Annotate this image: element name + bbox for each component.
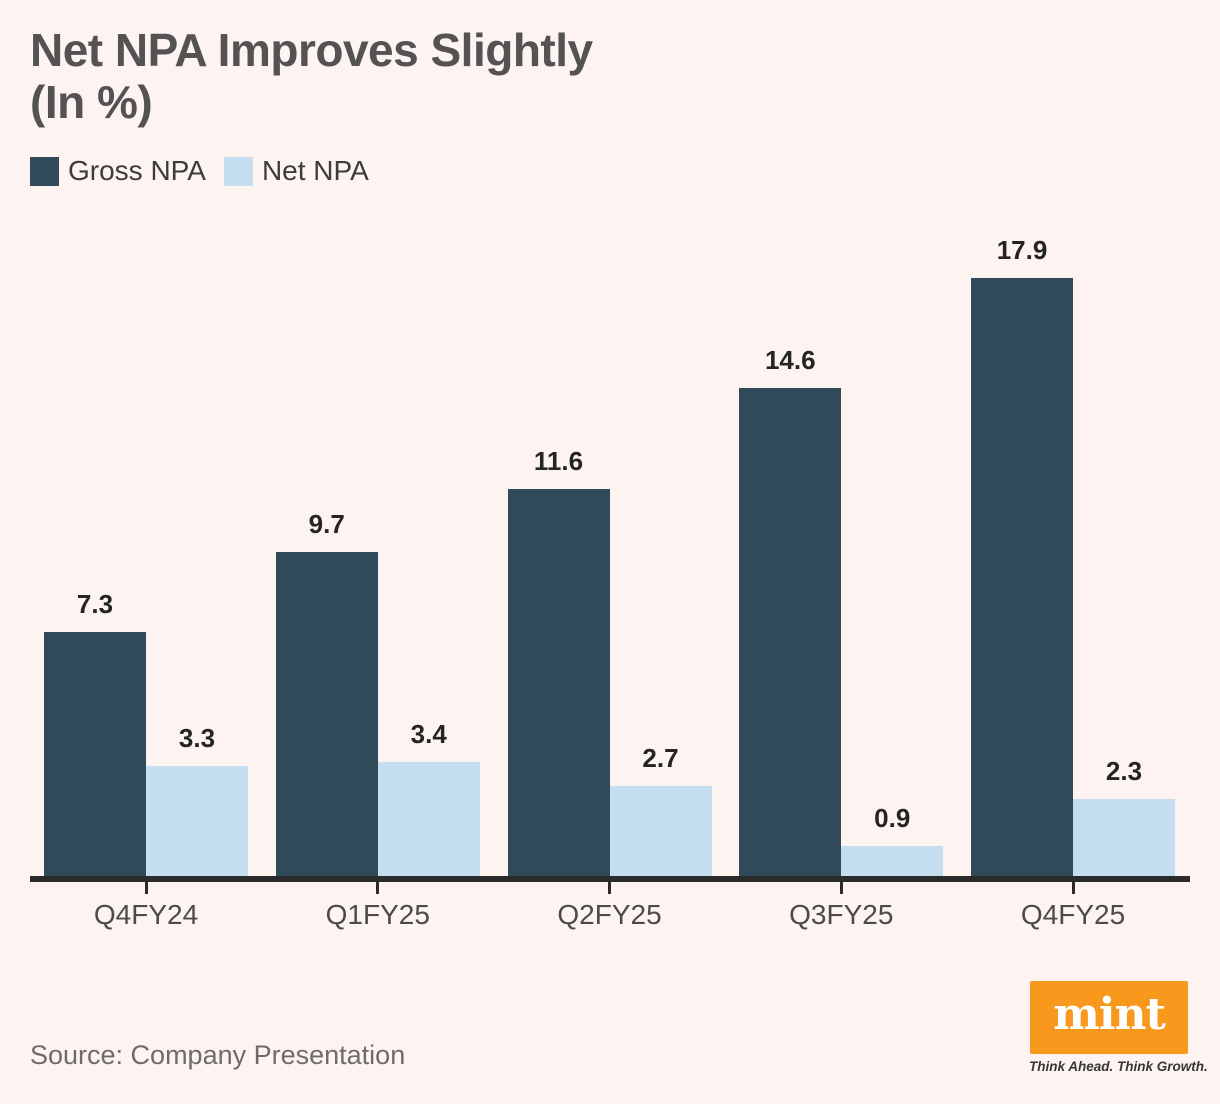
bar-value-label: 9.7: [308, 509, 345, 539]
bar-value-label: 17.9: [996, 235, 1048, 265]
x-axis-label: Q1FY25: [325, 899, 430, 930]
axis-tick: [839, 882, 843, 894]
gross-npa-bar: [44, 632, 146, 876]
net-npa-bar: [377, 762, 480, 876]
mint-logo: mint: [1030, 981, 1188, 1054]
net-npa-bar: [146, 766, 248, 876]
bar-column: 7.3: [44, 589, 146, 876]
bar-column: 3.3: [146, 723, 248, 876]
axis-tick: [608, 882, 611, 894]
bar-column: 17.9: [971, 235, 1073, 876]
axis-tick: [144, 882, 148, 894]
legend-label: Net NPA: [261, 155, 369, 186]
net-npa-swatch: [223, 156, 253, 186]
x-axis-line: [30, 876, 1190, 882]
bar-column: 14.6: [739, 345, 842, 876]
bar-group: 9.7 3.4: [275, 509, 480, 876]
x-axis-group: Q1FY25: [276, 882, 480, 931]
bar-group: 14.6 0.9: [739, 345, 944, 876]
legend-item-gross-npa: Gross NPA: [30, 155, 206, 187]
x-axis-label: Q3FY25: [789, 899, 894, 930]
legend: Gross NPA Net NPA: [30, 155, 369, 187]
axis-tick: [376, 882, 380, 894]
x-axis-group: Q2FY25: [508, 882, 712, 931]
bar-value-label: 14.6: [764, 345, 816, 375]
gross-npa-bar: [971, 278, 1073, 876]
source-text: Source: Company Presentation: [30, 1040, 406, 1070]
mint-logo-text: mint: [1053, 989, 1166, 1040]
bar-value-label: 7.3: [76, 589, 114, 619]
net-npa-bar: [841, 846, 944, 876]
bar-column: 9.7: [275, 509, 378, 876]
gross-npa-bar: [507, 489, 610, 876]
bar-value-label: 3.3: [178, 723, 216, 753]
chart-title-line1: Net NPA Improves Slightly: [30, 24, 593, 76]
gross-npa-bar: [739, 388, 842, 876]
x-axis-group: Q3FY25: [739, 882, 943, 931]
chart-title-line2: (In %): [30, 76, 153, 129]
axis-tick: [1071, 882, 1075, 894]
bar-group: 17.9 2.3: [971, 235, 1175, 876]
bar-value-label: 3.4: [410, 719, 447, 749]
gross-npa-swatch: [30, 156, 59, 186]
bar-value-label: 2.7: [642, 743, 679, 773]
bar-value-label: 0.9: [874, 803, 911, 833]
net-npa-bar: [609, 786, 712, 876]
bar-value-label: 2.3: [1105, 756, 1143, 786]
x-axis: Q4FY24 Q1FY25 Q2FY25 Q3FY25 Q4FY25: [44, 882, 1175, 931]
legend-label: Gross NPA: [68, 155, 206, 186]
plot-area: 7.3 3.3 9.7 3.4 11.6 2.7 14.6 0.9 17.9 2.3: [44, 218, 1175, 876]
x-axis-group: Q4FY24: [44, 882, 248, 931]
bar-value-label: 11.6: [533, 446, 584, 476]
bar-column: 0.9: [841, 803, 944, 876]
bar-group: 11.6 2.7: [507, 446, 712, 876]
x-axis-label: Q4FY25: [1020, 899, 1126, 930]
bar-column: 11.6: [507, 446, 610, 876]
legend-item-net-npa: Net NPA: [223, 155, 369, 187]
x-axis-group: Q4FY25: [971, 882, 1175, 931]
x-axis-label: Q2FY25: [557, 899, 662, 930]
net-npa-bar: [1073, 799, 1175, 876]
mint-tagline: Think Ahead. Think Growth.: [1029, 1059, 1208, 1074]
x-axis-label: Q4FY24: [93, 899, 199, 930]
bar-column: 2.3: [1073, 756, 1175, 876]
chart-title: Net NPA Improves Slightly (In %): [30, 24, 593, 129]
bar-column: 3.4: [377, 719, 480, 876]
bar-column: 2.7: [609, 743, 712, 876]
gross-npa-bar: [275, 552, 378, 876]
bar-group: 7.3 3.3: [44, 589, 248, 876]
